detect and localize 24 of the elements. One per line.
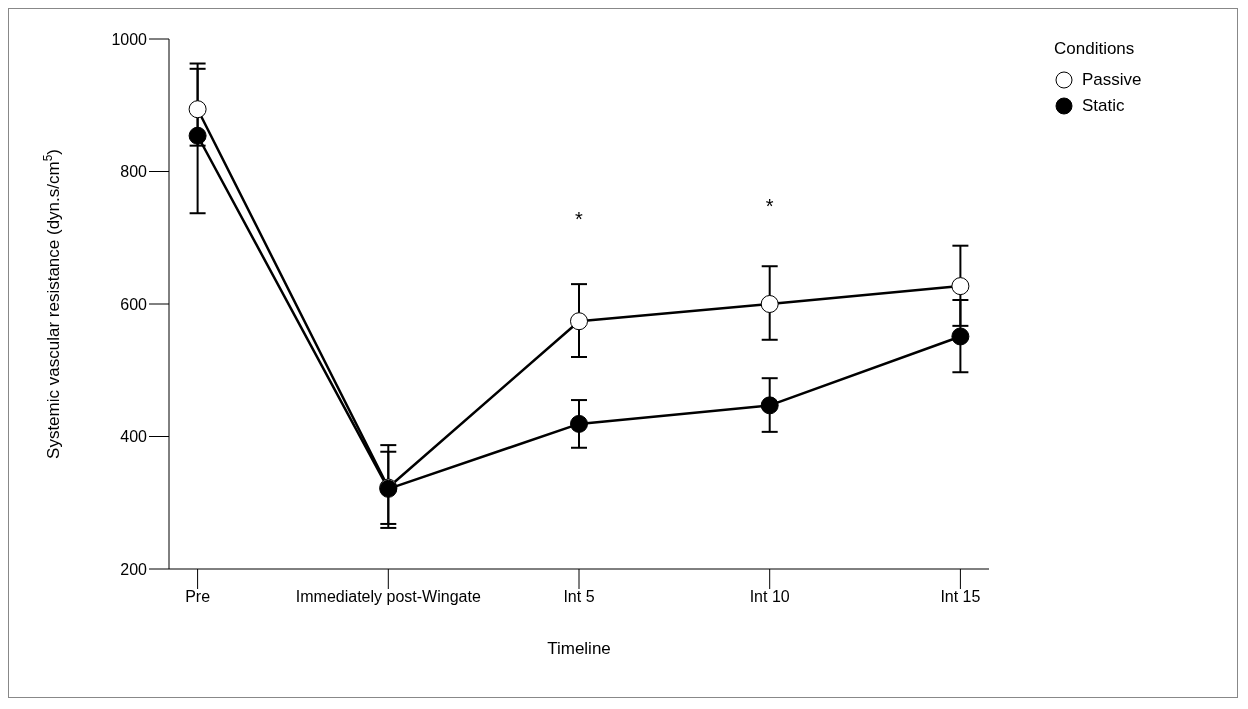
x-tick-label: Immediately post-Wingate: [295, 588, 481, 606]
y-tick-label: 600: [120, 295, 148, 313]
point: [951, 277, 970, 296]
legend-label: Static: [1082, 96, 1125, 116]
annotation: *: [575, 207, 584, 230]
x-tick-label: Int 15: [940, 588, 981, 606]
point: [760, 396, 779, 415]
y-tick-label: 1000: [111, 30, 148, 48]
y-tick-label: 400: [120, 428, 148, 446]
y-tick-label: 800: [120, 163, 148, 181]
point: [760, 295, 779, 313]
point: [951, 327, 970, 346]
point: [570, 414, 588, 433]
x-tick-label: Int 5: [563, 588, 595, 606]
y-tick-label: 200: [120, 560, 148, 578]
annotation: *: [765, 195, 774, 218]
point: [570, 312, 588, 331]
point: [188, 126, 207, 145]
x-axis-title: Timeline: [547, 639, 611, 658]
legend-label: Passive: [1082, 70, 1142, 90]
legend-title: Conditions: [1054, 39, 1136, 59]
x-tick-label: Pre: [185, 588, 211, 606]
x-tick-label: Int 10: [749, 588, 790, 606]
point: [188, 100, 207, 119]
